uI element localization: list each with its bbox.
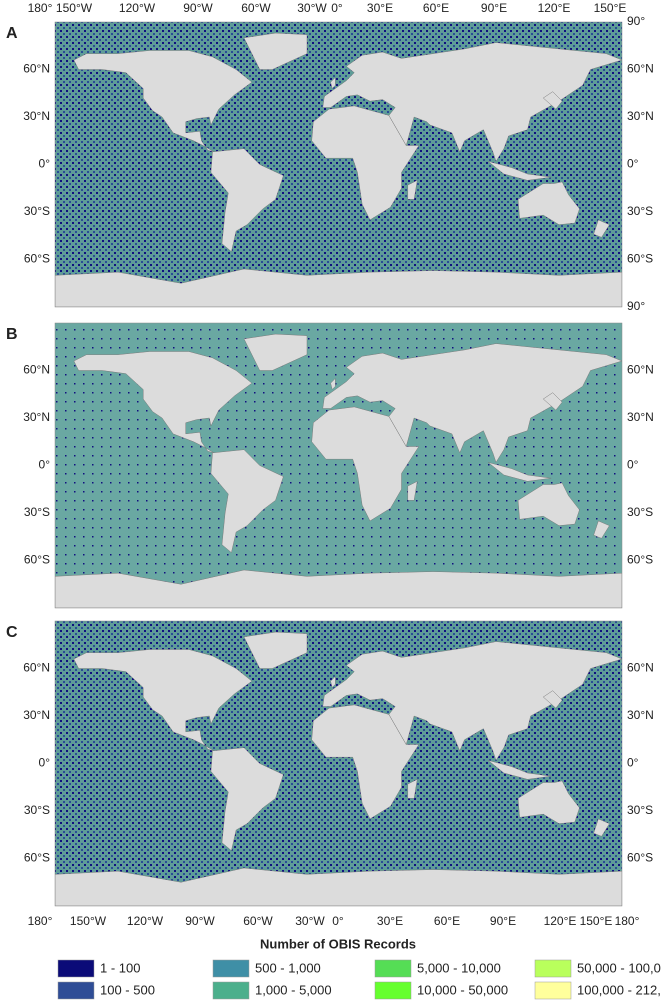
legend-swatch — [374, 959, 412, 978]
lon-label: 90°E — [490, 914, 516, 928]
lat-label: 60°N — [627, 363, 654, 377]
legend-label: 50,000 - 100,000 — [577, 960, 661, 975]
legend-swatch — [57, 959, 95, 978]
lat-label: 30°S — [24, 505, 50, 519]
legend-label: 10,000 - 50,000 — [417, 982, 508, 997]
axis-labels: A 60°N 30°N 0° 30°S 60°S 90° 60°N 30°N 0° 30°S 60°S… — [6, 1, 654, 928]
lon-label: 180° — [28, 914, 53, 928]
legend: 1 - 100 100 - 500 500 - 1,000 1,000 - 5,000… — [57, 959, 661, 1000]
lat-label: 30°S — [24, 204, 50, 218]
panel-label: B — [6, 326, 18, 343]
lat-label: 30°N — [627, 708, 654, 722]
lat-label: 90° — [627, 299, 645, 313]
lon-label: 30°W — [297, 1, 327, 15]
lon-label: 180° — [615, 914, 640, 928]
lon-label: 120°E — [544, 914, 577, 928]
lat-label: 90° — [627, 14, 645, 28]
lon-label: 120°W — [119, 1, 156, 15]
lon-label: 90°W — [183, 1, 213, 15]
legend-label: 1,000 - 5,000 — [255, 982, 332, 997]
lon-label: 0° — [331, 1, 343, 15]
lat-label: 60°N — [627, 661, 654, 675]
map-frame — [54, 620, 623, 907]
legend-label: 1 - 100 — [100, 960, 140, 975]
legend-label: 500 - 1,000 — [255, 960, 321, 975]
lat-label: 30°S — [24, 803, 50, 817]
lon-label: 150°E — [580, 914, 613, 928]
lon-label: 60°E — [423, 1, 449, 15]
lon-label: 30°W — [295, 914, 325, 928]
legend-label: 100 - 500 — [100, 982, 155, 997]
lat-label: 0° — [627, 756, 639, 770]
lat-label: 30°N — [23, 410, 50, 424]
lat-label: 60°N — [627, 62, 654, 76]
lat-label: 60°S — [24, 851, 50, 865]
map-frame — [54, 21, 623, 308]
lat-label: 0° — [39, 157, 51, 171]
lat-label: 60°S — [627, 252, 653, 266]
lat-label: 60°N — [23, 363, 50, 377]
lat-label: 30°N — [627, 410, 654, 424]
lat-label: 30°S — [627, 505, 653, 519]
lon-label: 90°W — [185, 914, 215, 928]
lat-label: 30°S — [627, 803, 653, 817]
lat-label: 60°S — [627, 553, 653, 567]
lon-label: 60°W — [241, 1, 271, 15]
lat-label: 60°N — [23, 62, 50, 76]
legend-swatch — [57, 981, 95, 1000]
lon-label: 180° — [28, 1, 53, 15]
lon-label: 120°W — [127, 914, 164, 928]
lon-label: 60°W — [243, 914, 273, 928]
lon-label: 90°E — [481, 1, 507, 15]
lat-label: 0° — [39, 458, 51, 472]
legend-title: Number of OBIS Records — [260, 936, 416, 951]
lat-label: 60°S — [627, 851, 653, 865]
lon-label: 120°E — [538, 1, 571, 15]
map-panels — [54, 21, 623, 907]
map-frame — [54, 322, 623, 609]
lat-label: 30°S — [627, 204, 653, 218]
lat-label: 30°N — [627, 109, 654, 123]
lat-label: 30°N — [23, 109, 50, 123]
lon-label: 30°E — [367, 1, 393, 15]
legend-label: 5,000 - 10,000 — [417, 960, 501, 975]
lat-label: 0° — [627, 157, 639, 171]
lat-label: 60°N — [23, 661, 50, 675]
legend-swatch — [212, 981, 250, 1000]
legend-swatch — [534, 981, 572, 1000]
lon-label: 150°E — [594, 1, 627, 15]
legend-swatch — [534, 959, 572, 978]
lon-label: 30°E — [377, 914, 403, 928]
lat-label: 0° — [39, 756, 51, 770]
lat-label: 60°S — [24, 252, 50, 266]
panel-label: A — [6, 25, 18, 42]
lat-label: 30°N — [23, 708, 50, 722]
legend-swatch — [212, 959, 250, 978]
legend-label: 100,000 - 212,339 — [577, 982, 661, 997]
lon-label: 150°W — [70, 914, 107, 928]
lon-label: 150°W — [56, 1, 93, 15]
legend-swatch — [374, 981, 412, 1000]
panel-label: C — [6, 624, 18, 641]
lon-label: 60°E — [434, 914, 460, 928]
lat-label: 0° — [627, 458, 639, 472]
lat-label: 60°S — [24, 553, 50, 567]
lon-label: 0° — [332, 914, 344, 928]
